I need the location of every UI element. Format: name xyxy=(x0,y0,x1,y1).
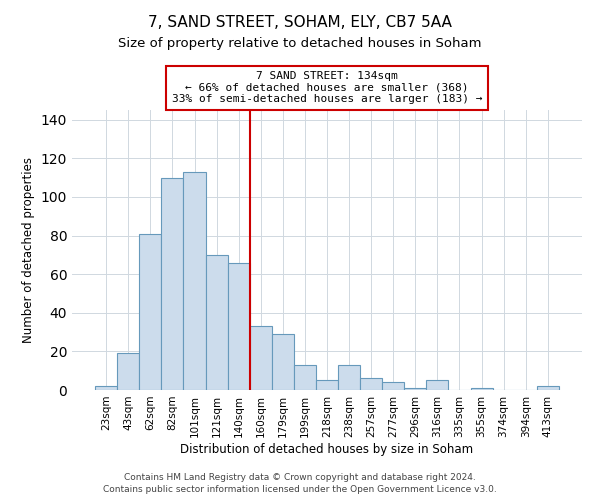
Bar xyxy=(272,334,294,390)
Bar xyxy=(227,262,250,390)
Bar xyxy=(139,234,161,390)
Bar xyxy=(95,386,117,390)
Bar xyxy=(184,172,206,390)
Bar xyxy=(470,388,493,390)
Bar xyxy=(537,386,559,390)
Bar xyxy=(161,178,184,390)
Bar xyxy=(427,380,448,390)
Text: 7 SAND STREET: 134sqm
← 66% of detached houses are smaller (368)
33% of semi-det: 7 SAND STREET: 134sqm ← 66% of detached … xyxy=(172,71,482,104)
Bar xyxy=(404,388,427,390)
Bar xyxy=(316,380,338,390)
Bar xyxy=(206,255,227,390)
Text: 7, SAND STREET, SOHAM, ELY, CB7 5AA: 7, SAND STREET, SOHAM, ELY, CB7 5AA xyxy=(148,15,452,30)
Bar xyxy=(250,326,272,390)
Bar xyxy=(338,365,360,390)
Bar xyxy=(382,382,404,390)
Bar xyxy=(117,354,139,390)
X-axis label: Distribution of detached houses by size in Soham: Distribution of detached houses by size … xyxy=(181,442,473,456)
Text: Contains HM Land Registry data © Crown copyright and database right 2024.
Contai: Contains HM Land Registry data © Crown c… xyxy=(103,473,497,494)
Y-axis label: Number of detached properties: Number of detached properties xyxy=(22,157,35,343)
Bar xyxy=(294,365,316,390)
Bar xyxy=(360,378,382,390)
Text: Size of property relative to detached houses in Soham: Size of property relative to detached ho… xyxy=(118,38,482,51)
